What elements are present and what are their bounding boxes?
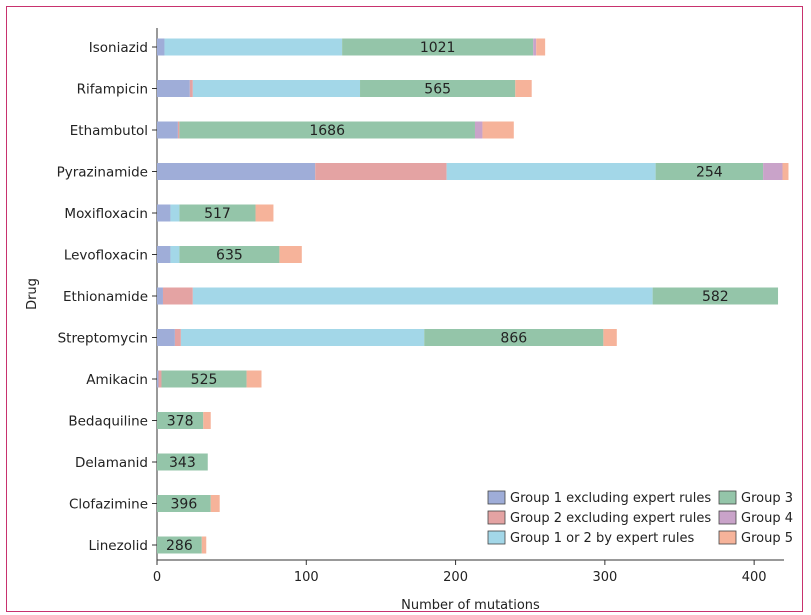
bar-segment bbox=[158, 370, 162, 388]
category-label: Levofloxacin bbox=[64, 248, 148, 264]
data-label: 635 bbox=[216, 248, 243, 264]
category-label: Pyrazinamide bbox=[57, 165, 148, 181]
bar-segment bbox=[157, 287, 163, 305]
bar-segment bbox=[170, 204, 180, 222]
figure-frame bbox=[6, 6, 803, 612]
bar-segment bbox=[424, 329, 604, 346]
bar-segment bbox=[179, 204, 256, 222]
category-label: Bedaquiline bbox=[68, 414, 148, 430]
legend-label: Group 2 excluding expert rules bbox=[510, 511, 711, 526]
legend-swatch bbox=[487, 510, 506, 525]
bar-segment bbox=[157, 80, 190, 97]
bar-segment bbox=[157, 204, 171, 222]
bar-segment bbox=[192, 287, 653, 305]
bar-segment bbox=[157, 246, 171, 263]
bar-segment bbox=[161, 370, 247, 388]
legend-label: Group 4 bbox=[741, 511, 793, 526]
category-label: Linezolid bbox=[88, 538, 148, 554]
category-label: Streptomycin bbox=[58, 331, 148, 347]
legend-swatch bbox=[718, 510, 737, 525]
legend-label: Group 1 or 2 by expert rules bbox=[510, 531, 695, 546]
bar-segment bbox=[652, 287, 779, 305]
bar-segment bbox=[203, 412, 211, 429]
bar-segment bbox=[360, 80, 516, 97]
bar-segment bbox=[603, 329, 617, 346]
y-axis-title: Drug bbox=[25, 278, 40, 310]
legend-swatch bbox=[718, 490, 737, 505]
x-tick-label: 0 bbox=[153, 570, 161, 585]
data-label: 396 bbox=[171, 497, 198, 513]
category-label: Ethionamide bbox=[63, 289, 148, 305]
bar-segment bbox=[255, 204, 274, 222]
bar-segment bbox=[279, 246, 302, 263]
legend-swatch bbox=[718, 530, 737, 545]
bar-segment bbox=[246, 370, 262, 388]
bar-segment bbox=[782, 163, 789, 180]
bar-segment bbox=[210, 495, 220, 512]
bar-segment bbox=[179, 246, 280, 263]
bar-segment bbox=[157, 412, 204, 429]
bar-segment bbox=[342, 38, 534, 56]
x-tick-label: 300 bbox=[592, 570, 617, 585]
bar-segment bbox=[157, 329, 175, 346]
x-tick-label: 400 bbox=[742, 570, 767, 585]
data-label: 343 bbox=[169, 455, 196, 471]
legend-label: Group 5 bbox=[741, 531, 793, 546]
category-label: Amikacin bbox=[86, 372, 148, 388]
legend-swatch bbox=[487, 530, 506, 545]
bar-segment bbox=[157, 38, 165, 56]
bar-segment bbox=[180, 329, 425, 346]
bar-segment bbox=[177, 121, 180, 139]
data-label: 517 bbox=[204, 206, 231, 222]
category-label: Rifampicin bbox=[77, 82, 148, 98]
bar-segment bbox=[446, 163, 656, 180]
bar-segment bbox=[515, 80, 532, 97]
category-label: Clofazimine bbox=[69, 497, 148, 513]
category-label: Delamanid bbox=[75, 455, 148, 471]
category-label: Moxifloxacin bbox=[64, 206, 148, 222]
bar-segment bbox=[162, 287, 193, 305]
bar-segment bbox=[157, 163, 316, 180]
bar-segment bbox=[179, 121, 475, 139]
bar-segment bbox=[536, 38, 546, 56]
bar-segment bbox=[157, 495, 211, 512]
bar-segment bbox=[192, 80, 361, 97]
data-label: 866 bbox=[500, 331, 527, 347]
bar-segment bbox=[533, 38, 537, 56]
data-label: 286 bbox=[166, 538, 193, 554]
data-label: 1686 bbox=[309, 123, 345, 139]
bar-segment bbox=[763, 163, 783, 180]
category-label: Ethambutol bbox=[70, 123, 148, 139]
bar-segment bbox=[201, 536, 207, 554]
category-label: Isoniazid bbox=[89, 40, 148, 56]
bar-segment bbox=[474, 121, 483, 139]
bar-segment bbox=[655, 163, 764, 180]
bar-segment bbox=[157, 121, 178, 139]
legend-label: Group 1 excluding expert rules bbox=[510, 491, 711, 506]
bar-segment bbox=[164, 38, 343, 56]
data-label: 254 bbox=[696, 165, 723, 181]
bar-segment bbox=[482, 121, 514, 139]
x-tick-label: 200 bbox=[443, 570, 468, 585]
bar-segment bbox=[157, 453, 208, 471]
x-tick-label: 100 bbox=[294, 570, 319, 585]
data-label: 525 bbox=[191, 372, 218, 388]
bar-segment bbox=[189, 80, 193, 97]
data-label: 378 bbox=[167, 414, 194, 430]
bar-segment bbox=[170, 246, 180, 263]
legend-swatch bbox=[487, 490, 506, 505]
x-axis-title: Number of mutations bbox=[401, 598, 540, 613]
bar-segment bbox=[157, 536, 202, 554]
bar-segment bbox=[315, 163, 447, 180]
bar-segment bbox=[174, 329, 181, 346]
data-label: 565 bbox=[424, 82, 451, 98]
data-label: 582 bbox=[702, 289, 729, 305]
legend-label: Group 3 bbox=[741, 491, 793, 506]
data-label: 1021 bbox=[420, 40, 456, 56]
bar-segment bbox=[157, 370, 159, 388]
